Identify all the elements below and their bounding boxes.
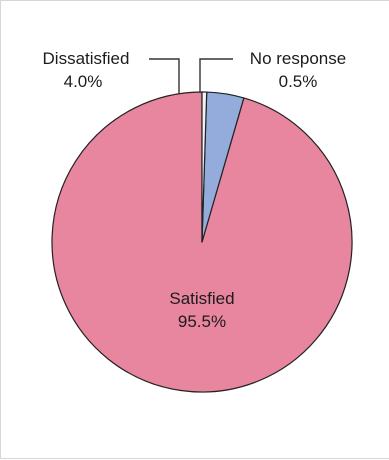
leader-line-dissatisfied <box>149 58 180 94</box>
pie-slice-no-response <box>201 91 208 243</box>
label-dissatisfied-value: 4.0% <box>64 72 103 91</box>
label-satisfied-name: Satisfied <box>169 289 234 308</box>
label-no-response-value: 0.5% <box>279 72 318 91</box>
leader-line-no-response <box>199 58 233 92</box>
label-dissatisfied-name: Dissatisfied <box>43 49 130 68</box>
label-no-response-name: No response <box>250 49 346 68</box>
label-satisfied-value: 95.5% <box>178 312 226 331</box>
pie-slices <box>51 91 353 393</box>
pie-slice-satisfied <box>51 91 353 393</box>
